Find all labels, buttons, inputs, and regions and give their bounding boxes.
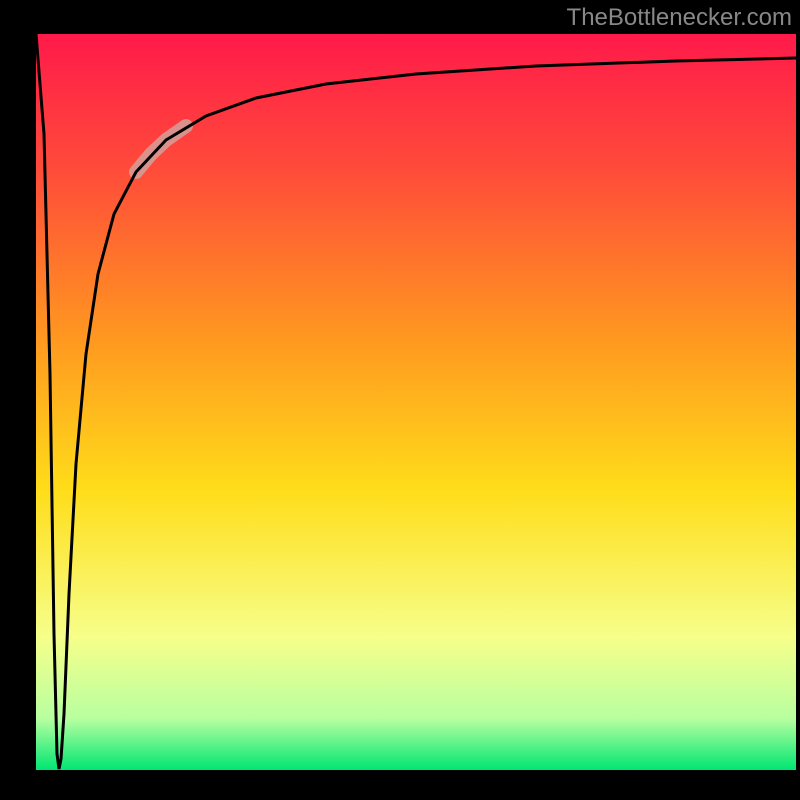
watermark-text: TheBottlenecker.com	[567, 4, 792, 32]
chart-container: TheBottlenecker.com	[0, 0, 800, 800]
curve-main	[36, 34, 796, 769]
plot-area	[36, 34, 796, 770]
curve-highlight	[136, 126, 186, 172]
curve-svg	[36, 34, 796, 770]
